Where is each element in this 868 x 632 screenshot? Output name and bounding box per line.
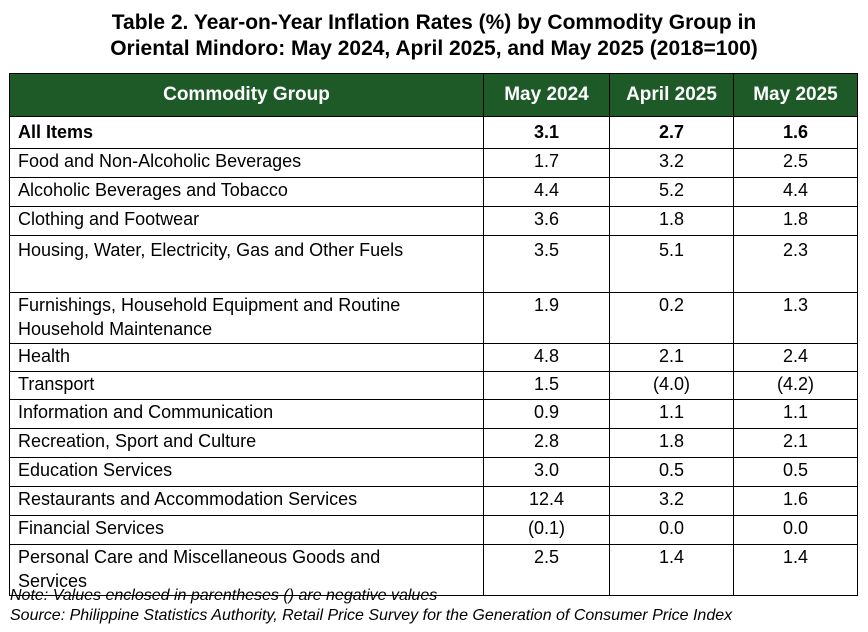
- table-row: Restaurants and Accommodation Services 1…: [9, 486, 858, 516]
- table-row: Recreation, Sport and Culture 2.8 1.8 2.…: [9, 428, 858, 458]
- cell-may-2025: 0.0: [733, 515, 858, 545]
- table-title-line-1: Table 2. Year-on-Year Inflation Rates (%…: [111, 11, 757, 34]
- header-row: Commodity Group May 2024 April 2025 May …: [9, 73, 858, 117]
- cell-april-2025: 3.2: [609, 148, 734, 178]
- cell-may-2024: 1.9: [483, 292, 610, 344]
- cell-group: Information and Communication: [9, 399, 484, 429]
- cell-may-2024: 4.8: [483, 343, 610, 372]
- table-notes: Note: Values enclosed in parentheses () …: [10, 586, 732, 626]
- cell-may-2025: 2.5: [733, 148, 858, 178]
- cell-group: Transport: [9, 371, 484, 400]
- table-row: Housing, Water, Electricity, Gas and Oth…: [9, 235, 858, 293]
- cell-april-2025: 1.8: [609, 428, 734, 458]
- source-text: Source: Philippine Statistics Authority,…: [10, 607, 733, 624]
- table-row: Food and Non-Alcoholic Beverages 1.7 3.2…: [9, 148, 858, 178]
- table-row: Alcoholic Beverages and Tobacco 4.4 5.2 …: [9, 177, 858, 207]
- table-row-all-items: All Items 3.1 2.7 1.6: [9, 116, 858, 149]
- header-april-2025: April 2025: [609, 73, 734, 117]
- cell-group: Clothing and Footwear: [9, 206, 484, 236]
- cell-may-2024: 1.7: [483, 148, 610, 178]
- cell-may-2024: 3.5: [483, 235, 610, 293]
- header-may-2025: May 2025: [733, 73, 858, 117]
- cell-may-2025: 1.4: [733, 544, 858, 596]
- cell-april-2025: 2.7: [609, 116, 734, 149]
- cell-may-2024: (0.1): [483, 515, 610, 545]
- inflation-table: Commodity Group May 2024 April 2025 May …: [9, 73, 858, 596]
- cell-may-2024: 3.1: [483, 116, 610, 149]
- cell-april-2025: 0.2: [609, 292, 734, 344]
- table-title-line-2: Oriental Mindoro: May 2024, April 2025, …: [110, 37, 758, 60]
- cell-may-2024: 2.5: [483, 544, 610, 596]
- cell-group: Health: [9, 343, 484, 372]
- cell-group: Furnishings, Household Equipment and Rou…: [9, 292, 484, 344]
- cell-may-2025: 1.1: [733, 399, 858, 429]
- table-row: Personal Care and Miscellaneous Goods an…: [9, 544, 858, 596]
- cell-group: All Items: [9, 116, 484, 149]
- cell-may-2024: 2.8: [483, 428, 610, 458]
- cell-group: Housing, Water, Electricity, Gas and Oth…: [9, 235, 484, 293]
- header-may-2024: May 2024: [483, 73, 610, 117]
- cell-may-2024: 0.9: [483, 399, 610, 429]
- cell-april-2025: 1.8: [609, 206, 734, 236]
- cell-may-2025: (4.2): [733, 371, 858, 400]
- cell-may-2025: 1.6: [733, 486, 858, 516]
- table-header: Commodity Group May 2024 April 2025 May …: [9, 73, 858, 117]
- table-row: Furnishings, Household Equipment and Rou…: [9, 292, 858, 344]
- cell-april-2025: 3.2: [609, 486, 734, 516]
- cell-group: Recreation, Sport and Culture: [9, 428, 484, 458]
- cell-may-2025: 1.6: [733, 116, 858, 149]
- cell-may-2024: 1.5: [483, 371, 610, 400]
- table-body: All Items 3.1 2.7 1.6 Food and Non-Alcoh…: [9, 116, 858, 596]
- cell-may-2024: 3.0: [483, 457, 610, 487]
- cell-may-2025: 2.4: [733, 343, 858, 372]
- cell-april-2025: (4.0): [609, 371, 734, 400]
- cell-april-2025: 5.2: [609, 177, 734, 207]
- cell-may-2025: 1.3: [733, 292, 858, 344]
- cell-may-2025: 0.5: [733, 457, 858, 487]
- cell-group: Education Services: [9, 457, 484, 487]
- cell-may-2025: 2.1: [733, 428, 858, 458]
- cell-group: Alcoholic Beverages and Tobacco: [9, 177, 484, 207]
- cell-april-2025: 0.0: [609, 515, 734, 545]
- table-row: Transport 1.5 (4.0) (4.2): [9, 371, 858, 400]
- cell-may-2024: 12.4: [483, 486, 610, 516]
- cell-april-2025: 1.4: [609, 544, 734, 596]
- cell-may-2025: 2.3: [733, 235, 858, 293]
- table-row: Clothing and Footwear 3.6 1.8 1.8: [9, 206, 858, 236]
- header-commodity-group: Commodity Group: [9, 73, 484, 117]
- cell-april-2025: 0.5: [609, 457, 734, 487]
- cell-april-2025: 1.1: [609, 399, 734, 429]
- cell-may-2024: 3.6: [483, 206, 610, 236]
- cell-group: Financial Services: [9, 515, 484, 545]
- table-row: Financial Services (0.1) 0.0 0.0: [9, 515, 858, 545]
- cell-group: Personal Care and Miscellaneous Goods an…: [9, 544, 484, 596]
- cell-may-2025: 4.4: [733, 177, 858, 207]
- cell-may-2024: 4.4: [483, 177, 610, 207]
- table-row: Information and Communication 0.9 1.1 1.…: [9, 399, 858, 429]
- table-row: Education Services 3.0 0.5 0.5: [9, 457, 858, 487]
- cell-group: Food and Non-Alcoholic Beverages: [9, 148, 484, 178]
- cell-april-2025: 2.1: [609, 343, 734, 372]
- table-row: Health 4.8 2.1 2.4: [9, 343, 858, 372]
- cell-group: Restaurants and Accommodation Services: [9, 486, 484, 516]
- table-title: Table 2. Year-on-Year Inflation Rates (%…: [0, 10, 868, 62]
- cell-april-2025: 5.1: [609, 235, 734, 293]
- note-text: Note: Values enclosed in parentheses () …: [10, 587, 438, 604]
- cell-may-2025: 1.8: [733, 206, 858, 236]
